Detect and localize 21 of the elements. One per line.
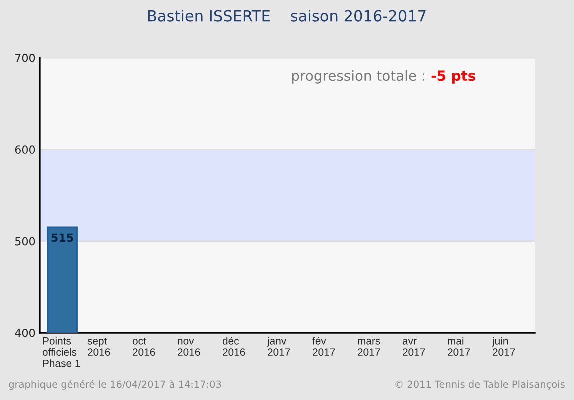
x-tick-label: déc 2016 xyxy=(222,337,246,356)
text: © 2011 Tennis de Table Plaisançois xyxy=(396,380,565,390)
y-tick-label: 700 xyxy=(16,54,36,62)
y-tick-label: 600 xyxy=(15,146,36,154)
x-tick-label: oct 2016 xyxy=(132,338,156,356)
x-tick-label: mars 2017 xyxy=(358,339,380,356)
annotation: -5 pts xyxy=(432,70,476,84)
y-tick-label: 400 xyxy=(15,328,36,338)
data-label: 515 xyxy=(52,234,74,242)
x-tick-label: nov 2016 xyxy=(178,339,200,356)
y-tick-label: 500 xyxy=(15,237,36,246)
x-tick-label: sept 2016 xyxy=(88,338,110,356)
x-tick-label: fév 2017 xyxy=(312,337,336,356)
x-tick-label: mai 2017 xyxy=(448,337,470,356)
text: graphique généré le 16/04/2017 à 14:17:03 xyxy=(9,380,222,390)
x-tick-label: avr 2017 xyxy=(402,339,426,356)
x-tick-label: janv 2017 xyxy=(267,337,290,356)
annotation: progression totale : xyxy=(292,70,424,84)
chart-title: Bastien ISSERTE saison 2016-2017 xyxy=(148,10,426,22)
x-tick-label: Points officiels Phase 1 xyxy=(42,337,80,368)
x-tick-label: juin 2017 xyxy=(492,337,516,356)
